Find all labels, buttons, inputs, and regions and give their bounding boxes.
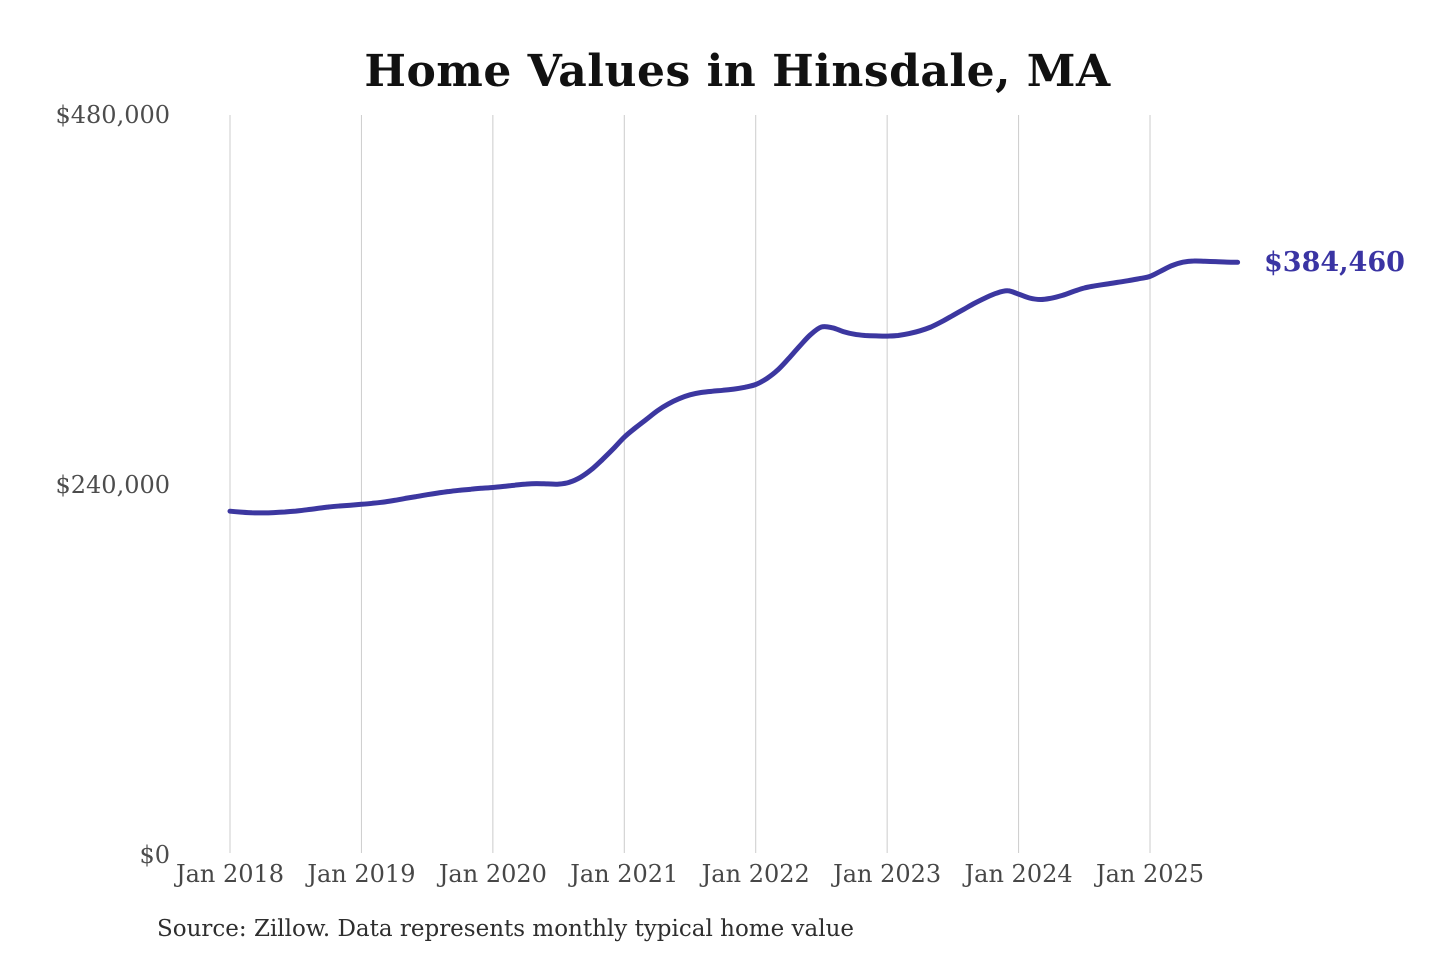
x-tick-label: Jan 2024	[964, 860, 1073, 888]
gridlines-group	[229, 115, 1151, 853]
x-tick-label: Jan 2021	[570, 860, 679, 888]
x-tick-label: Jan 2025	[1095, 860, 1205, 888]
current-value-label: $384,460	[1264, 247, 1405, 279]
x-tick-label: Jan 2018	[175, 860, 285, 888]
x-tick-label: Jan 2022	[701, 860, 810, 888]
x-tick-label: Jan 2020	[438, 860, 547, 888]
source-note: Source: Zillow. Data represents monthly …	[157, 916, 855, 942]
y-tick-label: $480,000	[55, 101, 170, 129]
x-tick-label: Jan 2023	[833, 860, 942, 888]
y-tick-label: $0	[139, 841, 170, 869]
x-tick-label: Jan 2019	[307, 860, 416, 888]
home-value-line	[227, 258, 1241, 516]
y-tick-label: $240,000	[55, 471, 170, 499]
chart-title: Home Values in Hinsdale, MA	[364, 46, 1111, 97]
